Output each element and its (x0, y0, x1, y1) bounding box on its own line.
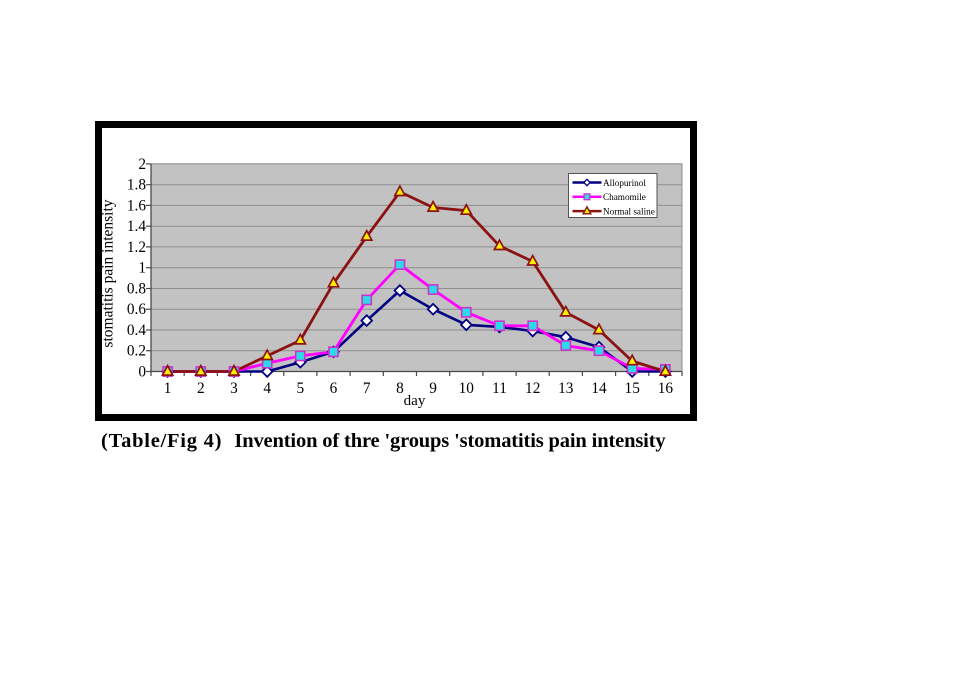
svg-text:15: 15 (625, 380, 641, 397)
svg-text:1.8: 1.8 (127, 177, 146, 194)
svg-text:8: 8 (396, 380, 404, 397)
svg-text:1: 1 (138, 260, 146, 277)
svg-text:9: 9 (429, 380, 437, 397)
svg-text:5: 5 (296, 380, 304, 397)
svg-text:0.4: 0.4 (127, 322, 146, 339)
svg-text:0.2: 0.2 (127, 343, 146, 360)
svg-text:4: 4 (263, 380, 271, 397)
svg-text:day: day (404, 393, 426, 409)
svg-text:1.6: 1.6 (127, 197, 146, 214)
svg-text:12: 12 (525, 380, 540, 397)
svg-text:1: 1 (164, 380, 172, 397)
svg-text:6: 6 (330, 380, 338, 397)
svg-text:0.6: 0.6 (127, 301, 146, 318)
svg-text:10: 10 (459, 380, 475, 397)
svg-text:stomatitis pain intensity: stomatitis pain intensity (100, 199, 117, 347)
svg-text:16: 16 (658, 380, 674, 397)
svg-text:0: 0 (138, 364, 146, 381)
svg-text:3: 3 (230, 380, 238, 397)
svg-text:2: 2 (138, 156, 146, 173)
svg-text:11: 11 (492, 380, 507, 397)
svg-text:1.4: 1.4 (127, 218, 146, 235)
svg-text:0.8: 0.8 (127, 281, 146, 298)
svg-text:14: 14 (591, 380, 607, 397)
svg-text:7: 7 (363, 380, 371, 397)
svg-text:1.2: 1.2 (127, 239, 146, 256)
svg-text:Allopurinol: Allopurinol (603, 178, 646, 188)
svg-text:Normal saline: Normal saline (603, 206, 655, 216)
svg-text:2: 2 (197, 380, 205, 397)
svg-text:Chamomile: Chamomile (603, 192, 646, 202)
svg-text:13: 13 (558, 380, 574, 397)
